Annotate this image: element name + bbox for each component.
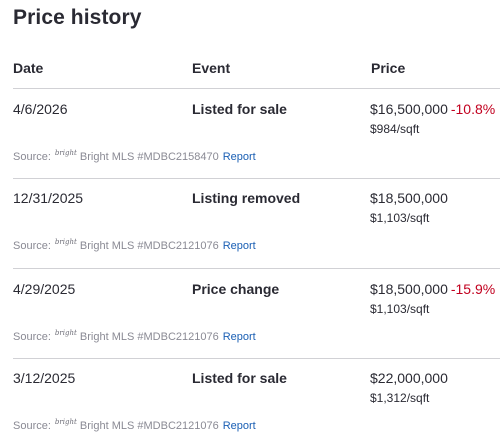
column-header-price: Price xyxy=(371,60,406,76)
listing-source: Source: bright Bright MLS #MDBC2121076 R… xyxy=(13,238,256,253)
column-header-date: Date xyxy=(13,60,44,76)
price-per-sqft: $1,103/sqft xyxy=(370,302,430,316)
bright-mls-logo: bright xyxy=(54,238,77,246)
source-text: Bright MLS #MDBC2121076 xyxy=(79,420,219,432)
row-event: Price change xyxy=(192,281,280,297)
row-price: $16,500,000 -10.8% xyxy=(370,101,495,117)
report-link[interactable]: Report xyxy=(222,151,256,163)
header-divider xyxy=(13,88,500,89)
price-value: $22,000,000 xyxy=(370,370,448,386)
source-text: Bright MLS #MDBC2121076 xyxy=(79,240,219,252)
row-divider xyxy=(13,268,500,269)
column-header-event: Event xyxy=(192,60,231,76)
listing-source: Source: bright Bright MLS #MDBC2121076 R… xyxy=(13,418,256,433)
row-divider xyxy=(13,178,500,179)
row-event: Listed for sale xyxy=(192,370,287,386)
row-date: 12/31/2025 xyxy=(13,190,84,206)
section-title: Price history xyxy=(13,6,142,29)
bright-mls-logo: bright xyxy=(54,418,77,426)
table-row: 12/31/2025 Listing removed $18,500,000 $… xyxy=(0,190,500,280)
row-date: 4/6/2026 xyxy=(13,101,68,117)
price-change: -10.8% xyxy=(450,101,496,117)
listing-source: Source: bright Bright MLS #MDBC2121076 R… xyxy=(13,329,256,344)
row-event: Listed for sale xyxy=(192,101,287,117)
source-label: Source: xyxy=(13,420,51,432)
price-per-sqft: $1,312/sqft xyxy=(370,391,430,405)
table-row: 4/6/2026 Listed for sale $16,500,000 -10.… xyxy=(0,101,500,191)
bright-mls-logo: bright xyxy=(54,149,77,157)
row-date: 3/12/2025 xyxy=(13,370,76,386)
row-price: $22,000,000 xyxy=(370,370,451,386)
price-value: $16,500,000 xyxy=(370,101,448,117)
listing-source: Source: bright Bright MLS #MDBC2158470 R… xyxy=(13,149,256,164)
source-label: Source: xyxy=(13,331,51,343)
table-row: 4/29/2025 Price change $18,500,000 -15.9%… xyxy=(0,281,500,371)
row-date: 4/29/2025 xyxy=(13,281,76,297)
report-link[interactable]: Report xyxy=(222,240,256,252)
source-text: Bright MLS #MDBC2121076 xyxy=(79,331,219,343)
price-value: $18,500,000 xyxy=(370,281,448,297)
source-label: Source: xyxy=(13,151,51,163)
source-text: Bright MLS #MDBC2158470 xyxy=(79,151,219,163)
price-value: $18,500,000 xyxy=(370,190,448,206)
price-per-sqft: $984/sqft xyxy=(370,122,420,136)
price-per-sqft: $1,103/sqft xyxy=(370,211,430,225)
source-label: Source: xyxy=(13,240,51,252)
table-row: 3/12/2025 Listed for sale $22,000,000 $1… xyxy=(0,370,500,447)
row-price: $18,500,000 -15.9% xyxy=(370,281,495,297)
report-link[interactable]: Report xyxy=(222,420,256,432)
row-event: Listing removed xyxy=(192,190,301,206)
row-divider xyxy=(13,358,500,359)
report-link[interactable]: Report xyxy=(222,331,256,343)
row-price: $18,500,000 xyxy=(370,190,451,206)
price-change: -15.9% xyxy=(450,281,496,297)
bright-mls-logo: bright xyxy=(54,329,77,337)
